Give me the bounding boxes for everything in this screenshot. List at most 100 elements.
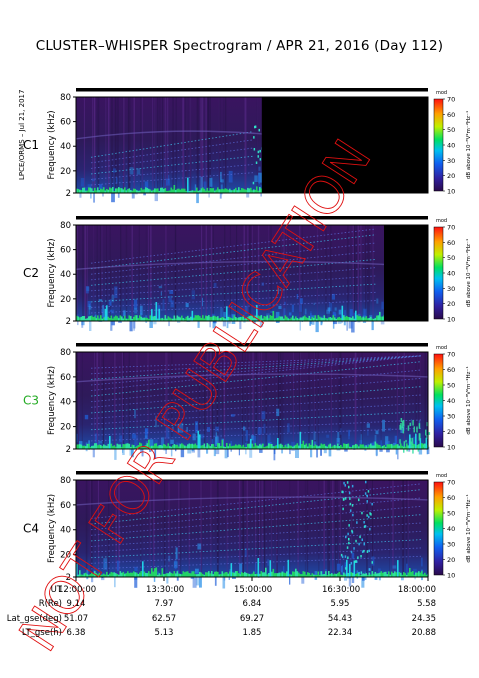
texture-stripe (372, 225, 374, 321)
burst-point (348, 491, 351, 495)
low-freq-emission (182, 318, 185, 321)
low-freq-emission (326, 318, 329, 321)
low-freq-emission (215, 189, 218, 193)
burst-point (259, 158, 262, 161)
colorbar-tick-label: 70 (447, 351, 455, 359)
low-freq-emission (118, 187, 120, 193)
low-freq-emission (320, 443, 323, 449)
burst-point (351, 484, 354, 488)
low-freq-emission (395, 444, 398, 449)
texture-stripe (172, 97, 174, 193)
texture-stripe (127, 97, 129, 193)
texture-stripe (189, 97, 192, 193)
texture-stripe (198, 352, 200, 449)
low-freq-emission (239, 444, 242, 449)
low-freq-emission (143, 571, 146, 577)
low-freq-emission (323, 574, 326, 577)
texture-stripe (278, 352, 279, 449)
low-freq-emission (365, 316, 368, 321)
burst-point (358, 571, 360, 575)
texture-stripe (301, 225, 303, 321)
low-freq-emission (116, 574, 119, 577)
low-freq-emission (125, 318, 128, 321)
emission-patch (154, 191, 158, 202)
low-freq-emission (260, 445, 263, 449)
emission-patch (349, 309, 353, 317)
emission-patch (239, 321, 242, 330)
emission-patch (253, 319, 256, 324)
burst-point (349, 502, 352, 506)
texture-stripe (99, 225, 102, 321)
emission-patch (291, 441, 295, 451)
low-freq-emission (79, 444, 81, 449)
low-freq-emission (380, 446, 383, 449)
emission-patch (245, 306, 248, 314)
low-freq-emission (196, 187, 198, 193)
harmonic-band (90, 505, 422, 536)
low-freq-emission (140, 187, 143, 193)
emission-patch (371, 556, 375, 566)
texture-stripe (77, 480, 79, 577)
low-freq-emission (77, 574, 80, 577)
burst-point (363, 542, 365, 546)
burst-point (344, 484, 346, 487)
low-freq-emission (218, 443, 221, 449)
low-freq-emission (338, 571, 341, 577)
low-freq-emission (154, 188, 156, 193)
low-freq-emission (275, 445, 278, 449)
colorbar-tick-label: 40 (447, 142, 455, 150)
texture-stripe (406, 480, 407, 577)
burst-point (426, 435, 428, 439)
texture-stripe (147, 352, 149, 449)
low-freq-emission (359, 574, 362, 577)
emission-patch (157, 305, 161, 312)
low-freq-emission (223, 317, 225, 321)
texture-stripe (396, 352, 398, 449)
ephemeris-value: 69.27 (239, 613, 265, 624)
low-freq-emission (226, 443, 228, 449)
low-freq-emission (203, 443, 206, 449)
ephemeris-value: 51.07 (63, 613, 89, 624)
low-freq-emission (85, 190, 87, 193)
emission-patch (258, 174, 260, 185)
low-freq-emission (211, 316, 213, 321)
low-freq-emission (137, 445, 140, 449)
emission-patch (110, 320, 113, 331)
low-freq-emission (151, 309, 153, 321)
low-freq-emission (214, 190, 216, 193)
ephemeris-row-label: Lat_gse(deg) (6, 613, 62, 624)
emission-patch (87, 184, 92, 189)
low-freq-emission (152, 445, 155, 449)
low-freq-emission (370, 443, 372, 449)
burst-point (257, 150, 260, 154)
low-freq-emission (122, 571, 125, 577)
emission-patch (134, 435, 138, 447)
texture-stripe (252, 352, 254, 449)
low-freq-emission (364, 573, 366, 577)
texture-stripe (372, 480, 373, 577)
harmonic-band (90, 547, 422, 564)
low-freq-emission (293, 445, 296, 449)
harmonic-band (90, 427, 422, 442)
low-freq-emission (229, 188, 231, 193)
low-freq-emission (293, 318, 296, 321)
texture-stripe (306, 480, 309, 577)
emission-patch (209, 320, 211, 328)
burst-point (367, 490, 370, 493)
texture-stripe (109, 225, 111, 321)
emission-patch (259, 320, 264, 327)
low-freq-emission (89, 447, 92, 449)
texture-stripe (347, 225, 348, 321)
texture-stripe (85, 480, 88, 577)
low-freq-emission (80, 190, 83, 193)
low-freq-emission (308, 315, 311, 321)
emission-patch (110, 309, 115, 314)
low-freq-emission (193, 190, 195, 193)
low-freq-emission (362, 444, 365, 449)
low-freq-emission (329, 317, 332, 321)
low-freq-emission (139, 315, 141, 321)
emission-patch (337, 319, 342, 324)
low-freq-emission (233, 572, 236, 577)
texture-stripe (201, 225, 203, 321)
low-freq-emission (328, 317, 330, 321)
